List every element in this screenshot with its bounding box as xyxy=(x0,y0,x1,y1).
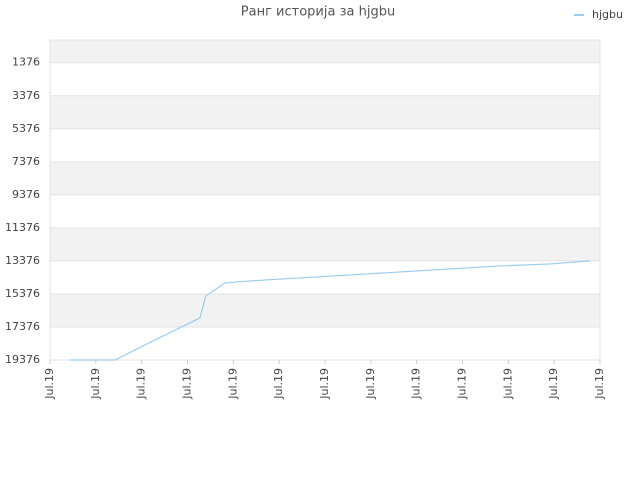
x-tick-label: Jul.19 xyxy=(226,368,239,400)
y-tick-label: 7376 xyxy=(12,155,40,168)
x-tick-label: Jul.19 xyxy=(456,368,469,400)
x-tick-label: Jul.19 xyxy=(272,368,285,400)
band xyxy=(50,293,600,327)
y-tick-label: 13376 xyxy=(5,254,40,267)
y-tick-label: 9376 xyxy=(12,188,40,201)
x-tick-label: Jul.19 xyxy=(89,368,102,400)
y-tick-label: 5376 xyxy=(12,122,40,135)
y-tick-label: 15376 xyxy=(5,287,40,300)
y-tick-label: 17376 xyxy=(5,320,40,333)
line xyxy=(70,260,590,361)
y-tick-label: 3376 xyxy=(12,89,40,102)
y-tick-label: 19376 xyxy=(5,353,40,366)
x-tick-label: Jul.19 xyxy=(593,368,606,400)
x-tick-label: Jul.19 xyxy=(501,368,514,400)
x-tick-label: Jul.19 xyxy=(547,368,560,400)
x-tick-label: Jul.19 xyxy=(364,368,377,400)
band xyxy=(50,161,600,195)
x-tick-label: Jul.19 xyxy=(43,368,56,400)
band xyxy=(50,227,600,261)
y-tick-label: 1376 xyxy=(12,56,40,69)
x-tick-label: Jul.19 xyxy=(410,368,423,400)
legend-label: hjgbu xyxy=(592,8,623,21)
y-tick-label: 11376 xyxy=(5,221,40,234)
chart-title: Ранг историја за hjgbu xyxy=(241,5,395,20)
band xyxy=(50,95,600,129)
x-tick-label: Jul.19 xyxy=(318,368,331,400)
band xyxy=(50,40,600,63)
x-tick-label: Jul.19 xyxy=(181,368,194,400)
x-tick-label: Jul.19 xyxy=(135,368,148,400)
